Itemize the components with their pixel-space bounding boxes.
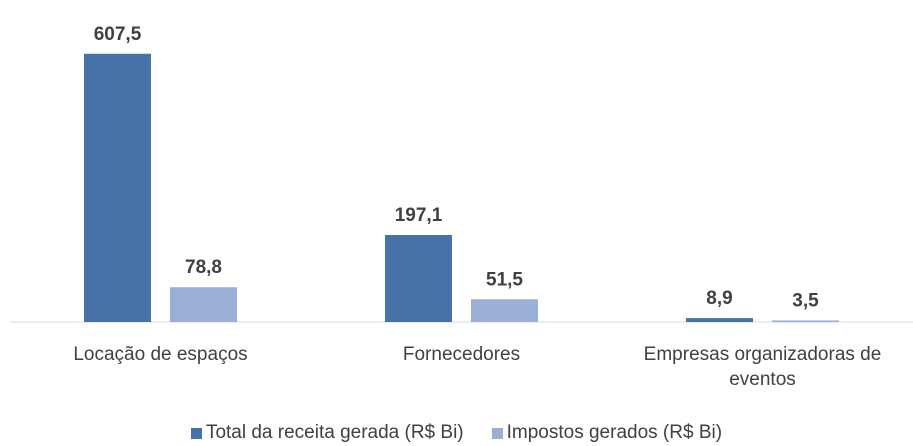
data-label: 197,1 (395, 205, 443, 226)
data-label: 3,5 (792, 290, 819, 311)
legend-item: Total da receita gerada (R$ Bi) (190, 422, 464, 444)
bar (686, 318, 753, 322)
legend-swatch (190, 427, 202, 439)
bar (170, 287, 237, 322)
bar (471, 299, 538, 322)
bar (772, 320, 839, 322)
x-tick-label: Locação de espaços (73, 344, 248, 365)
data-label: 607,5 (94, 24, 142, 45)
bar (385, 234, 452, 322)
bar (84, 53, 151, 323)
legend-swatch (491, 427, 503, 439)
legend: Total da receita gerada (R$ Bi) Impostos … (0, 422, 913, 444)
legend-item: Impostos gerados (R$ Bi) (491, 422, 723, 444)
legend-label: Impostos gerados (R$ Bi) (506, 422, 723, 443)
data-label: 51,5 (486, 269, 523, 290)
data-label: 8,9 (706, 288, 732, 309)
x-tick-label: Empresas organizadoras de eventos (643, 344, 882, 390)
data-label: 78,8 (185, 257, 222, 278)
legend-label: Total da receita gerada (R$ Bi) (205, 422, 464, 443)
x-tick-label: Fornecedores (402, 344, 521, 365)
